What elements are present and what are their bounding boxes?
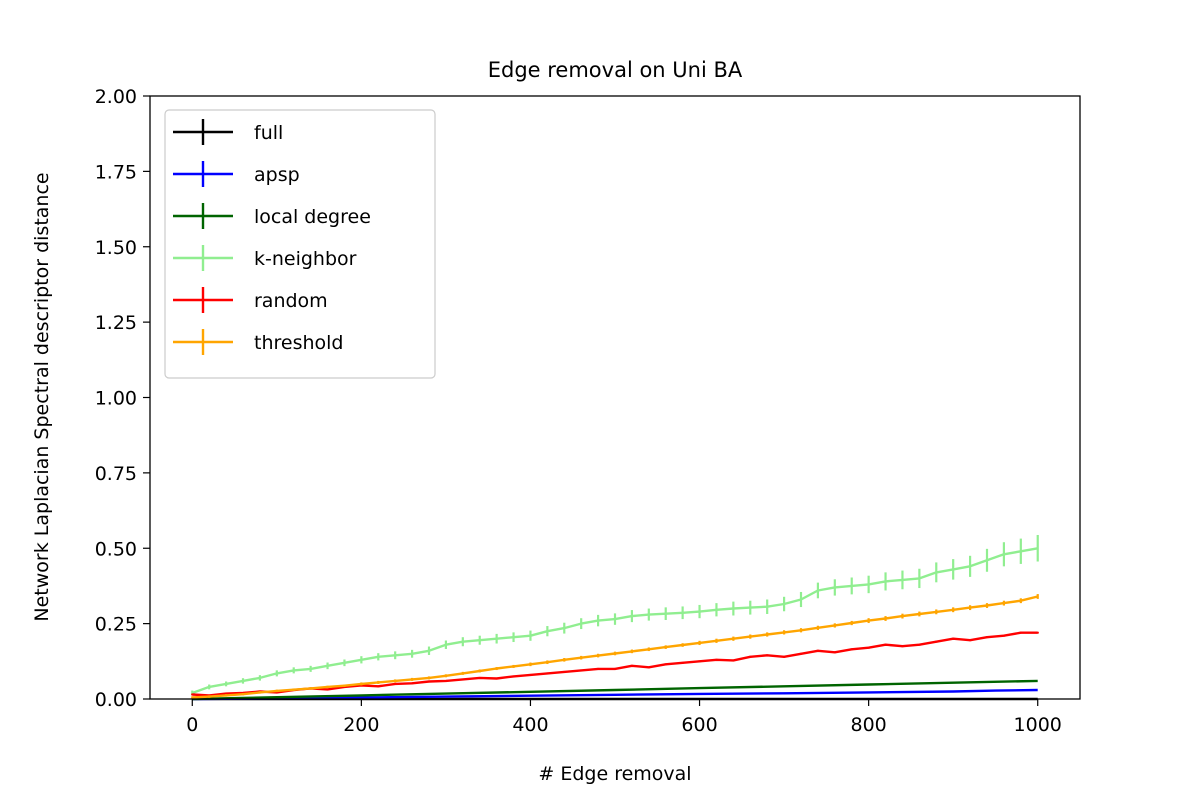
legend-label: full	[254, 122, 283, 144]
series-apsp	[192, 688, 1038, 701]
legend-label: local degree	[254, 206, 371, 228]
y-tick-label: 1.50	[95, 237, 137, 259]
chart-title: Edge removal on Uni BA	[488, 58, 743, 82]
legend-label: k-neighbor	[254, 248, 357, 270]
series-k-neighbor	[191, 534, 1039, 696]
y-tick-label: 1.00	[95, 388, 137, 410]
y-tick-label: 1.75	[95, 161, 137, 183]
x-tick-label: 200	[343, 714, 379, 736]
series-threshold	[191, 594, 1039, 699]
legend-item-apsp: apsp	[173, 161, 300, 187]
legend-label: apsp	[254, 164, 300, 186]
legend-item-full: full	[173, 119, 283, 145]
y-tick-label: 0.00	[95, 689, 137, 711]
series-line-local-degree	[192, 679, 1038, 701]
legend-item-k-neighbor: k-neighbor	[173, 245, 357, 271]
legend-label: threshold	[254, 332, 343, 354]
y-tick-label: 0.50	[95, 538, 137, 560]
x-axis: 0 200 400 600 800 1000	[186, 699, 1062, 736]
y-axis: 0.00 0.25 0.50 0.75 1.00 1.25 1.50 1.75 2.00	[95, 86, 150, 711]
series-line-apsp	[192, 688, 1038, 701]
x-tick-label: 800	[851, 714, 887, 736]
legend-label: random	[254, 290, 328, 312]
y-axis-label: Network Laplacian Spectral descriptor di…	[31, 172, 53, 621]
x-tick-label: 400	[512, 714, 548, 736]
legend-item-local-degree: local degree	[173, 203, 371, 229]
x-tick-label: 1000	[1014, 714, 1062, 736]
x-tick-label: 0	[186, 714, 198, 736]
y-tick-label: 1.25	[95, 312, 137, 334]
series-local-degree	[192, 679, 1038, 701]
y-tick-label: 2.00	[95, 86, 137, 108]
y-tick-label: 0.75	[95, 463, 137, 485]
legend-item-random: random	[173, 287, 328, 313]
x-axis-label: # Edge removal	[538, 763, 691, 785]
legend-item-threshold: threshold	[173, 329, 343, 355]
x-tick-label: 600	[681, 714, 717, 736]
y-tick-label: 0.25	[95, 614, 137, 636]
legend-box	[164, 109, 436, 379]
legend: full apsp local degree k-neighbor random thre…	[164, 109, 436, 379]
